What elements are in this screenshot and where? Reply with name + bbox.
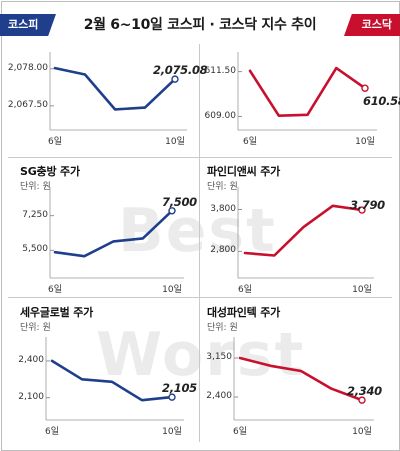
kospi-xtick-label: 6일 <box>47 137 63 147</box>
pine-chart-title: 파인디앤씨 주가 <box>207 165 281 178</box>
sewoo-ytick-label: 2,100 <box>18 391 44 402</box>
main-title: 2월 6~10일 코스피 · 코스닥 지수 추이 <box>83 17 317 33</box>
row-divider-1 <box>8 157 392 158</box>
daesung-last-value-label: 2,340 <box>347 384 382 399</box>
kosdaq-tag: 코스닥 <box>344 14 400 36</box>
pine-ytick-label: 3,800 <box>210 203 236 214</box>
pine-xtick-label: 10일 <box>352 285 372 295</box>
sg-end-point <box>168 207 176 215</box>
kosdaq-xtick-label: 6일 <box>242 137 258 147</box>
sewoo-end-point <box>168 393 176 401</box>
daesung-ytick-label: 3,150 <box>206 352 232 362</box>
kospi-tag: 코스피 <box>0 14 56 36</box>
kospi-ytick-label: 2,067.50 <box>7 99 48 110</box>
kospi-ytick-label: 2,078.00 <box>7 62 48 73</box>
sewoo-last-value-label: 2,105 <box>162 381 197 396</box>
sewoo-chart-title: 세우글로벌 주가 <box>20 306 94 319</box>
sg-xtick-label: 6일 <box>47 285 63 295</box>
kosdaq-series-line <box>248 66 367 117</box>
daesung-unit-label: 단위: 원 <box>207 323 238 333</box>
kosdaq-end-point <box>361 84 369 92</box>
kosdaq-ytick-label: 609.00 <box>204 110 237 121</box>
kospi-last-value-label: 2,075.08 <box>153 63 208 78</box>
sg-unit-label: 단위: 원 <box>20 182 51 192</box>
daesung-ytick-label: 2,400 <box>206 391 232 401</box>
pine-xtick-label: 6일 <box>237 285 253 295</box>
sg-chart-title: SG충방 주가 <box>20 165 80 178</box>
daesung-end-point <box>358 396 366 404</box>
kospi-series-line <box>53 66 177 111</box>
column-divider <box>199 44 200 442</box>
kospi-end-point <box>171 75 179 83</box>
pine-last-value-label: 3,790 <box>350 198 385 213</box>
kosdaq-xtick-label: 10일 <box>355 137 375 147</box>
pine-series-line <box>243 204 364 257</box>
sg-series-line <box>53 209 174 258</box>
sewoo-unit-label: 단위: 원 <box>20 323 51 333</box>
sewoo-xtick-label: 6일 <box>44 427 60 437</box>
sg-ytick-label: 7,250 <box>22 209 48 220</box>
kosdaq-ytick-label: 611.50 <box>204 65 237 76</box>
pine-ytick-label: 2,800 <box>210 245 236 256</box>
sewoo-series-line <box>50 359 174 402</box>
sg-last-value-label: 7,500 <box>162 194 197 209</box>
row-divider-2 <box>8 297 392 298</box>
daesung-series-line <box>238 356 364 402</box>
sewoo-xtick-label: 10일 <box>162 427 182 437</box>
daesung-xtick-label: 6일 <box>232 427 248 437</box>
sg-ytick-label: 5,500 <box>22 244 48 255</box>
sg-xtick-label: 10일 <box>162 285 182 295</box>
kosdaq-last-value-label: 610.58 <box>363 94 400 109</box>
pine-end-point <box>358 206 366 214</box>
pine-unit-label: 단위: 원 <box>207 182 238 192</box>
kospi-xtick-label: 10일 <box>165 137 185 147</box>
daesung-xtick-label: 10일 <box>352 427 372 437</box>
daesung-chart-title: 대성파인텍 주가 <box>207 306 281 319</box>
sewoo-ytick-label: 2,400 <box>18 354 44 365</box>
